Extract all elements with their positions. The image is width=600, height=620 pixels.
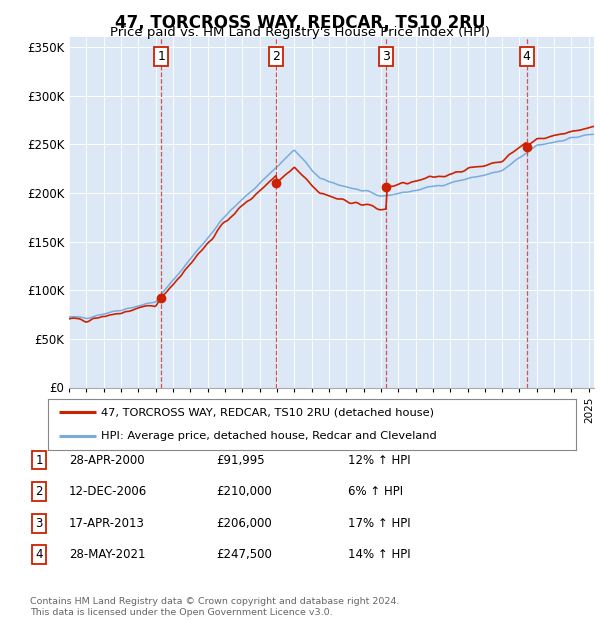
Text: £210,000: £210,000	[216, 485, 272, 498]
Text: 1: 1	[35, 454, 43, 466]
Text: 1: 1	[157, 50, 165, 63]
Text: 17% ↑ HPI: 17% ↑ HPI	[348, 517, 410, 529]
Text: Price paid vs. HM Land Registry's House Price Index (HPI): Price paid vs. HM Land Registry's House …	[110, 26, 490, 39]
Text: HPI: Average price, detached house, Redcar and Cleveland: HPI: Average price, detached house, Redc…	[101, 431, 437, 441]
Text: 47, TORCROSS WAY, REDCAR, TS10 2RU: 47, TORCROSS WAY, REDCAR, TS10 2RU	[115, 14, 485, 32]
Text: Contains HM Land Registry data © Crown copyright and database right 2024.
This d: Contains HM Land Registry data © Crown c…	[30, 598, 400, 617]
Text: 4: 4	[523, 50, 530, 63]
Text: 3: 3	[35, 517, 43, 529]
Text: 12% ↑ HPI: 12% ↑ HPI	[348, 454, 410, 466]
Text: 17-APR-2013: 17-APR-2013	[69, 517, 145, 529]
Text: 14% ↑ HPI: 14% ↑ HPI	[348, 549, 410, 561]
Text: 28-APR-2000: 28-APR-2000	[69, 454, 145, 466]
Text: 3: 3	[382, 50, 390, 63]
Text: 2: 2	[272, 50, 280, 63]
Text: £91,995: £91,995	[216, 454, 265, 466]
Text: 6% ↑ HPI: 6% ↑ HPI	[348, 485, 403, 498]
Text: £247,500: £247,500	[216, 549, 272, 561]
Text: 47, TORCROSS WAY, REDCAR, TS10 2RU (detached house): 47, TORCROSS WAY, REDCAR, TS10 2RU (deta…	[101, 407, 434, 417]
Text: 12-DEC-2006: 12-DEC-2006	[69, 485, 147, 498]
Text: 28-MAY-2021: 28-MAY-2021	[69, 549, 146, 561]
Text: 2: 2	[35, 485, 43, 498]
Text: £206,000: £206,000	[216, 517, 272, 529]
Text: 4: 4	[35, 549, 43, 561]
